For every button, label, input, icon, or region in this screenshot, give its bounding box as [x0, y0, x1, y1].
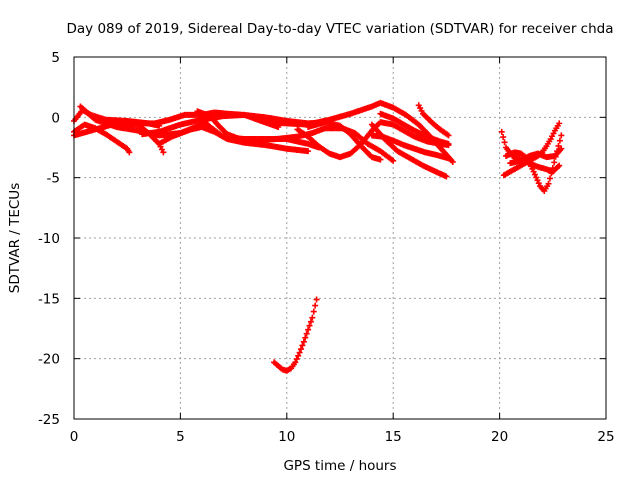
data-point — [449, 158, 456, 165]
data-point — [300, 338, 307, 345]
plot-data — [71, 99, 565, 374]
y-tick-label: 0 — [51, 110, 60, 126]
x-tick-label: 15 — [385, 429, 402, 445]
series-arc-17 — [271, 296, 320, 374]
series-arc-20 — [502, 132, 565, 194]
plot-frame — [73, 56, 607, 420]
data-point — [307, 318, 314, 325]
chart-title: Day 089 of 2019, Sidereal Day-to-day VTE… — [67, 21, 614, 37]
axis-ticks: 0 5 10 15 20 25 -25 -20 -15 -10 -5 0 5 — [38, 50, 615, 445]
series-arc-13 — [368, 121, 450, 180]
data-point — [309, 314, 316, 321]
series-arc-9 — [200, 117, 322, 151]
data-point — [445, 140, 452, 147]
data-point — [500, 134, 507, 141]
data-point — [310, 308, 317, 315]
data-point — [445, 155, 452, 162]
data-point — [556, 162, 563, 169]
x-axis-label: GPS time / hours — [283, 458, 396, 474]
data-point — [306, 322, 313, 329]
y-tick-label: -15 — [38, 291, 60, 307]
series-arc-12 — [305, 119, 384, 163]
data-point — [545, 180, 552, 187]
data-point — [555, 142, 562, 149]
data-point — [303, 330, 310, 337]
y-axis-label: SDTVAR / TECUs — [7, 183, 23, 293]
y-tick-label: -25 — [38, 412, 60, 428]
data-point — [549, 165, 556, 172]
data-point — [501, 139, 508, 146]
data-point — [445, 132, 452, 139]
grid — [74, 57, 606, 419]
data-point — [558, 132, 565, 139]
data-point — [299, 342, 306, 349]
y-tick-label: 5 — [51, 50, 60, 66]
data-point — [546, 175, 553, 182]
data-point — [297, 346, 304, 353]
data-point — [295, 352, 302, 359]
data-point — [548, 170, 555, 177]
x-tick-label: 20 — [491, 429, 508, 445]
data-point — [305, 148, 312, 155]
data-point — [305, 326, 312, 333]
x-tick-label: 5 — [176, 429, 185, 445]
data-point — [558, 145, 565, 152]
data-point — [313, 296, 320, 303]
data-point — [498, 128, 505, 135]
data-point — [160, 149, 167, 156]
data-point — [551, 159, 558, 166]
series-arc-11 — [294, 119, 452, 161]
data-point — [377, 156, 384, 163]
data-point — [126, 149, 133, 156]
x-tick-label: 25 — [597, 429, 614, 445]
data-point — [302, 334, 309, 341]
y-tick-label: -20 — [38, 352, 60, 368]
x-tick-label: 10 — [278, 429, 295, 445]
data-point — [296, 349, 303, 356]
data-point — [556, 120, 563, 127]
y-tick-label: -10 — [38, 231, 60, 247]
data-point — [292, 359, 299, 366]
y-tick-label: -5 — [47, 171, 60, 187]
data-point — [443, 173, 450, 180]
series-arc-21 — [507, 145, 565, 167]
data-point — [390, 157, 397, 164]
data-point — [556, 137, 563, 144]
data-point — [312, 302, 319, 309]
data-point — [293, 356, 300, 363]
x-tick-label: 0 — [70, 429, 79, 445]
series-arc-14 — [377, 110, 452, 147]
series-arc-16 — [415, 102, 452, 139]
series-arc-15 — [368, 132, 452, 162]
